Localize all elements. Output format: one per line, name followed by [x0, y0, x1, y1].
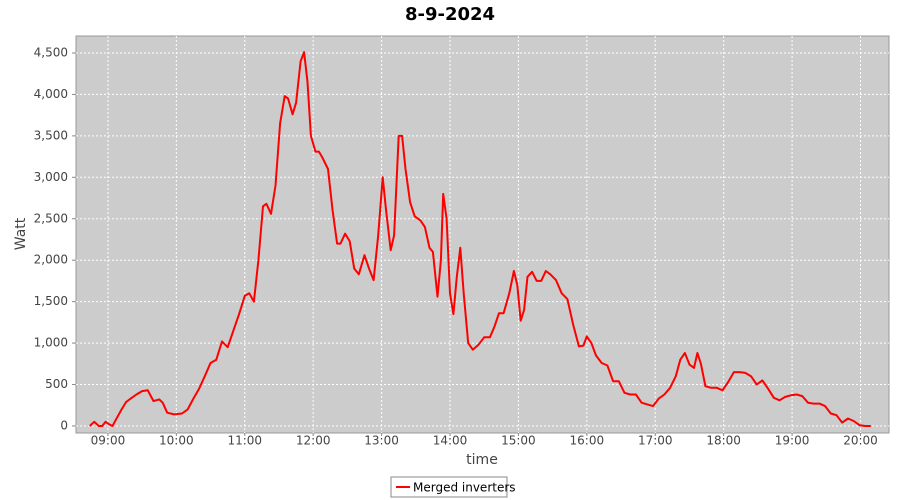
chart-title: 8-9-2024 [405, 4, 495, 25]
x-tick-label: 10:00 [159, 434, 194, 448]
y-axis-label: Watt [13, 217, 29, 250]
x-tick-label: 09:00 [91, 434, 126, 448]
x-tick-label: 11:00 [227, 434, 262, 448]
legend-label: Merged inverters [413, 481, 516, 495]
data-line [89, 51, 871, 427]
y-tick-label: 1,500 [34, 294, 68, 308]
y-tick-label: 2,500 [34, 211, 68, 225]
y-tick-label: 3,000 [34, 170, 68, 184]
y-tick-label: 3,500 [34, 128, 68, 142]
x-tick-label: 20:00 [843, 434, 878, 448]
y-tick-label: 500 [45, 377, 68, 391]
x-axis-label: time [466, 452, 498, 468]
y-tick-label: 4,500 [34, 45, 68, 59]
x-tick-label: 19:00 [775, 434, 810, 448]
y-tick-label: 4,000 [34, 87, 68, 101]
x-tick-label: 14:00 [433, 434, 468, 448]
y-tick-label: 0 [60, 418, 68, 432]
x-tick-label: 18:00 [706, 434, 741, 448]
y-tick-label: 1,000 [34, 336, 68, 350]
x-tick-label: 16:00 [570, 434, 605, 448]
x-tick-label: 17:00 [638, 434, 673, 448]
x-tick-label: 15:00 [501, 434, 536, 448]
x-tick-label: 13:00 [364, 434, 399, 448]
y-tick-label: 2,000 [34, 253, 68, 267]
legend-box [390, 476, 508, 498]
x-tick-label: 12:00 [296, 434, 331, 448]
plot-area [75, 35, 890, 434]
